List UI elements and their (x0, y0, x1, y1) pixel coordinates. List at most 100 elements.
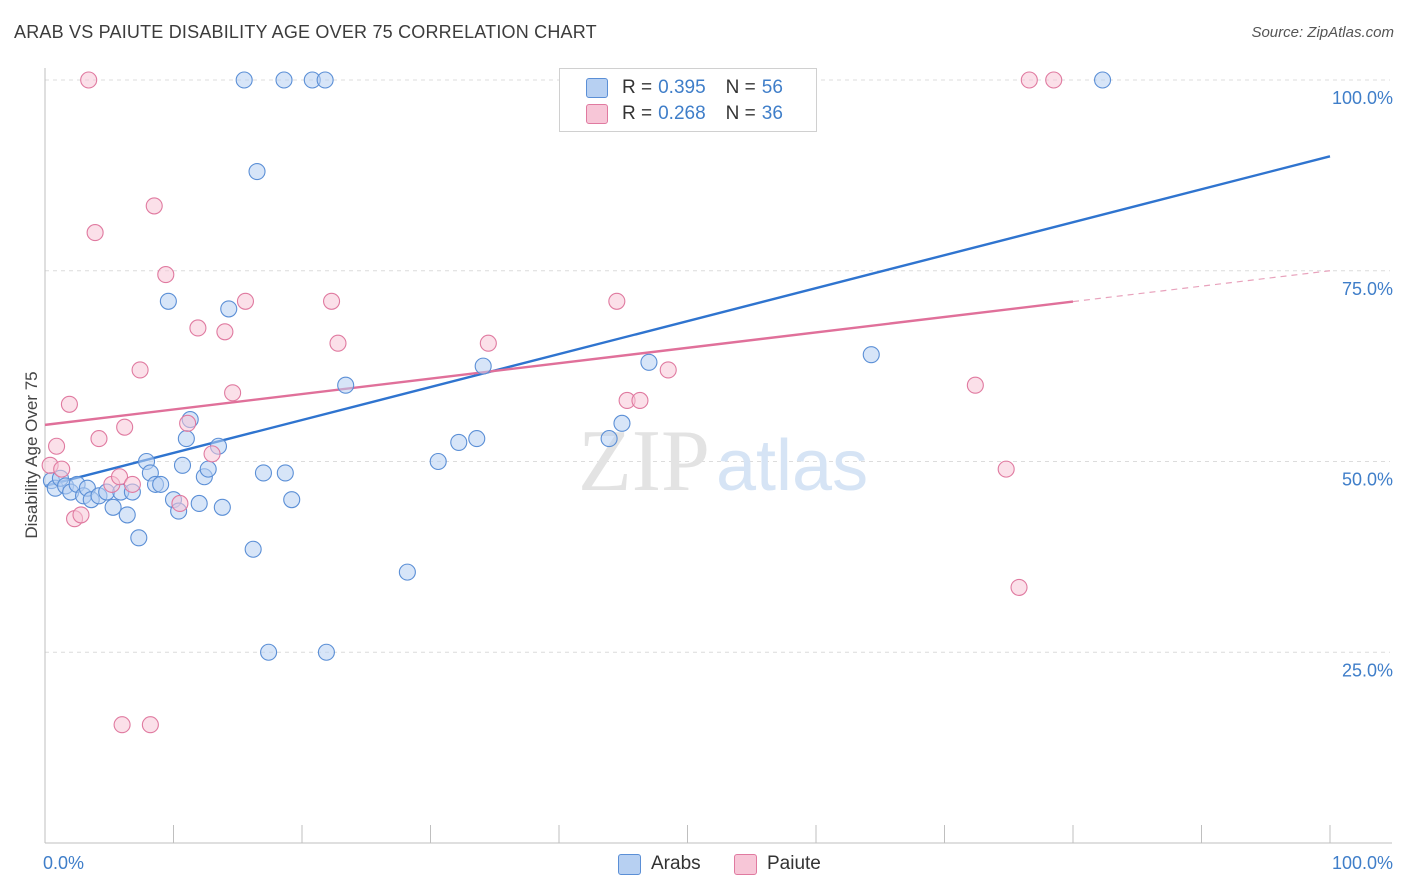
point-arabs (429, 452, 447, 471)
trend-extension-paiute (1072, 270, 1331, 303)
point-paiute (1045, 71, 1063, 89)
point-arabs (283, 491, 301, 509)
x-tick-label: 0.0% (43, 853, 84, 873)
arabs-n-label: N = (725, 77, 756, 98)
legend-row-paiute: R = 0.268 N = 36 (586, 103, 783, 125)
point-paiute (113, 716, 131, 734)
gridlines (45, 79, 1390, 653)
point-arabs (244, 540, 262, 558)
point-paiute (60, 395, 78, 413)
point-paiute (329, 334, 347, 352)
point-arabs (600, 430, 618, 448)
paiute-n-value: 36 (761, 103, 783, 124)
watermark: ZIP atlas (578, 413, 868, 510)
tick-labels: 100.0% 75.0% 50.0% 25.0% 0.0% 100.0% (43, 88, 1393, 873)
point-arabs (254, 464, 273, 482)
paiute-r-label: R = (622, 103, 653, 124)
point-arabs (213, 498, 231, 516)
point-paiute (1020, 71, 1038, 89)
trend-line-arabs (44, 155, 1331, 488)
point-paiute (659, 361, 677, 379)
point-paiute (216, 323, 234, 341)
arabs-swatch (586, 78, 608, 98)
arabs-r-label: R = (622, 77, 653, 98)
point-paiute (123, 475, 141, 493)
point-arabs (104, 498, 122, 516)
axes (44, 68, 1392, 844)
point-paiute (145, 197, 163, 215)
chart-source: Source: ZipAtlas.com (1251, 24, 1394, 41)
point-arabs (199, 460, 217, 478)
paiute-n-label: N = (725, 103, 756, 124)
point-paiute (80, 71, 98, 89)
point-arabs (275, 71, 293, 89)
y-tick-label: 75.0% (1342, 279, 1393, 299)
point-arabs (337, 376, 355, 394)
y-tick-label: 100.0% (1332, 88, 1393, 108)
point-arabs (316, 71, 334, 89)
point-paiute (189, 319, 207, 337)
point-arabs (613, 414, 631, 432)
watermark-atlas: atlas (716, 426, 868, 506)
x-tick-label: 100.0% (1332, 853, 1393, 873)
point-arabs (190, 494, 208, 513)
point-paiute (224, 384, 242, 402)
legend-swatch-arabs (618, 853, 641, 875)
point-arabs (450, 433, 468, 451)
legend-swatch-paiute (734, 853, 757, 875)
point-arabs (220, 300, 238, 318)
point-arabs (173, 456, 192, 474)
chart-title: ARAB VS PAIUTE DISABILITY AGE OVER 75 CO… (14, 22, 597, 42)
data-points (41, 71, 1112, 734)
point-paiute (323, 292, 341, 310)
point-paiute (53, 460, 71, 478)
correlation-legend: R = 0.395 N = 56 R = 0.268 N = 36 (559, 68, 817, 132)
point-arabs (159, 292, 177, 310)
point-arabs (152, 475, 170, 493)
legend-item-arabs: Arabs (618, 852, 701, 876)
legend-item-paiute: Paiute (734, 852, 821, 876)
point-paiute (90, 430, 108, 448)
paiute-r-value: 0.268 (658, 103, 706, 124)
point-arabs (1094, 71, 1112, 89)
trend-line-paiute (44, 300, 1074, 427)
point-paiute (997, 460, 1015, 478)
point-arabs (248, 163, 266, 181)
point-arabs (317, 643, 335, 661)
point-paiute (116, 418, 134, 436)
point-paiute (203, 445, 221, 463)
point-arabs (474, 357, 492, 375)
legend-label-arabs: Arabs (651, 853, 701, 874)
point-paiute (157, 266, 175, 284)
arabs-n-value: 56 (761, 77, 783, 98)
point-paiute (631, 391, 649, 410)
point-arabs (468, 430, 486, 448)
point-paiute (608, 292, 626, 310)
watermark-zip: ZIP (578, 413, 710, 510)
point-paiute (86, 224, 104, 242)
point-paiute (48, 437, 66, 455)
point-paiute (236, 292, 255, 310)
point-paiute (179, 414, 197, 432)
point-arabs (235, 71, 253, 89)
point-paiute (479, 334, 497, 352)
point-arabs (130, 529, 148, 547)
point-arabs (177, 430, 195, 448)
point-arabs (398, 563, 416, 581)
point-paiute (1010, 578, 1028, 596)
paiute-swatch (586, 104, 608, 124)
point-paiute (72, 506, 90, 524)
arabs-r-value: 0.395 (658, 77, 706, 98)
point-paiute (141, 716, 159, 734)
y-tick-label: 25.0% (1342, 660, 1393, 680)
point-arabs (276, 464, 294, 482)
point-arabs (862, 346, 880, 364)
point-arabs (640, 353, 658, 371)
point-paiute (966, 376, 984, 394)
point-paiute (171, 494, 189, 513)
legend-row-arabs: R = 0.395 N = 56 (586, 77, 783, 99)
y-tick-label: 50.0% (1342, 470, 1393, 490)
point-arabs (260, 643, 278, 661)
trend-lines (44, 155, 1331, 488)
